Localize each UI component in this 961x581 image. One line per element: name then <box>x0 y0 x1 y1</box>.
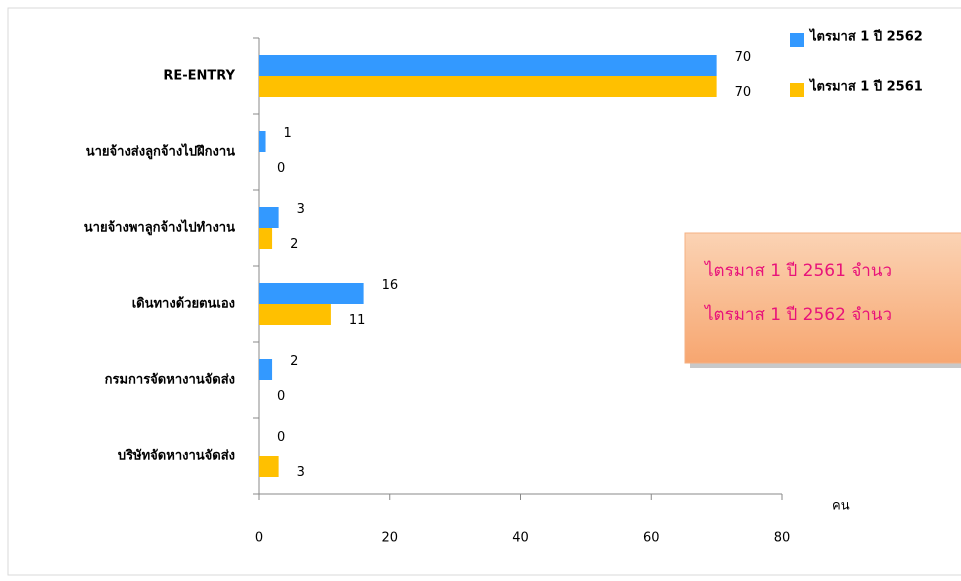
value-label: 0 <box>277 430 285 445</box>
value-label: 11 <box>349 313 366 328</box>
legend-label: ไตรมาส 1 ปี 2562 <box>808 28 923 45</box>
value-label: 2 <box>290 237 298 252</box>
value-label: 3 <box>297 202 305 217</box>
value-label: 0 <box>277 389 285 404</box>
bar <box>259 131 266 152</box>
bar <box>259 283 364 304</box>
legend-label: ไตรมาส 1 ปี 2561 <box>808 78 923 95</box>
annotation: ไตรมาส 1 ปี 2561 จำนว <box>703 260 892 281</box>
bar <box>259 228 273 249</box>
value-label: 1 <box>284 126 292 141</box>
value-label: 0 <box>277 161 285 176</box>
bar <box>259 55 717 76</box>
bar <box>259 359 273 380</box>
annotation-box: ไตรมาส 1 ปี 2561 จำนว ไตรมาส 1 ปี 2562 จ… <box>684 232 961 368</box>
bar <box>259 304 331 325</box>
bar <box>259 456 279 477</box>
value-label: 3 <box>297 465 305 480</box>
y-tick-label: กรมการจัดหางานจัดส่ง <box>105 373 235 388</box>
y-tick-label: นายจ้างส่งลูกจ้างไปฝึกงาน <box>86 143 235 160</box>
y-tick-label: เดินทางด้วยตนเอง <box>132 296 235 312</box>
value-label: 70 <box>735 50 752 65</box>
value-label: 2 <box>290 354 298 369</box>
value-label: 16 <box>382 278 399 293</box>
y-tick-label: บริษัทจัดหางานจัดส่ง <box>118 449 235 464</box>
value-label: 70 <box>735 85 752 100</box>
y-tick-label: นายจ้างพาลูกจ้างไปทำงาน <box>84 219 235 236</box>
bar <box>259 207 279 228</box>
x-tick-label: 40 <box>512 531 529 546</box>
bar <box>259 76 717 97</box>
y-tick-label: RE-ENTRY <box>163 69 235 84</box>
x-tick-label: 20 <box>381 531 398 546</box>
x-tick-label: 60 <box>643 531 660 546</box>
legend-swatch <box>790 33 804 47</box>
x-tick-label: 0 <box>255 531 263 546</box>
annotation: ไตรมาส 1 ปี 2562 จำนว <box>703 304 892 325</box>
x-axis-label: คน <box>832 499 850 514</box>
x-tick-label: 80 <box>774 531 791 546</box>
legend-swatch <box>790 83 804 97</box>
